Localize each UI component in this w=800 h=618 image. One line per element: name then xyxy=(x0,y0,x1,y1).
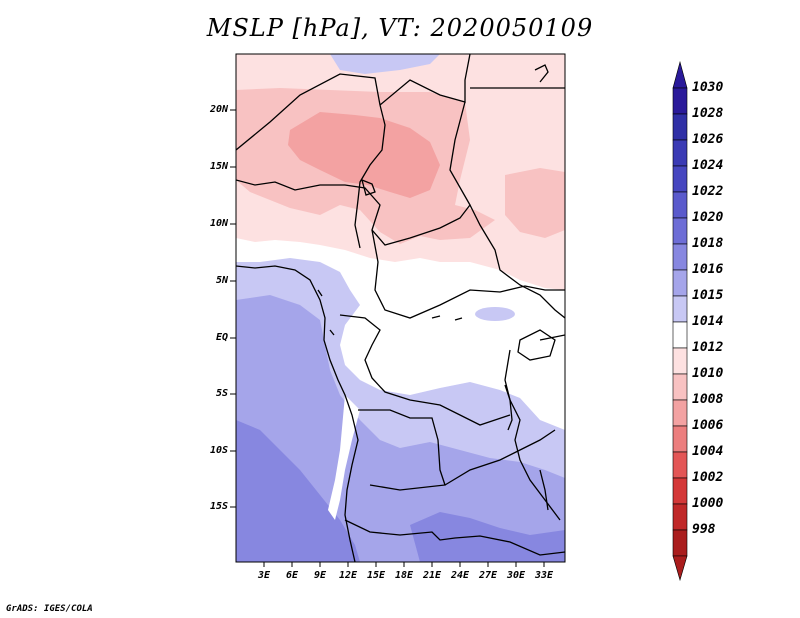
footer-credit: GrADS: IGES/COLA xyxy=(6,604,93,614)
colorbar-label: 1004 xyxy=(692,444,724,459)
field-1008 xyxy=(288,112,440,198)
colorbar-swatch xyxy=(672,399,688,427)
field-1018 xyxy=(236,420,360,562)
lon-label-27e: 27E xyxy=(478,570,498,581)
colorbar-swatch xyxy=(672,269,688,297)
border-central xyxy=(371,229,565,319)
lake-chad xyxy=(361,178,376,196)
colorbar-label: 1028 xyxy=(692,106,724,121)
border-south xyxy=(344,519,565,556)
colorbar-swatch xyxy=(672,87,688,115)
colorbar-label: 1020 xyxy=(692,210,724,225)
colorbar-swatch xyxy=(672,139,688,167)
border-zambia xyxy=(444,429,556,486)
colorbar-label: 1022 xyxy=(692,184,724,199)
coast-islands xyxy=(317,289,463,336)
lon-ticks xyxy=(263,562,545,567)
chart-title: MSLP [hPa], VT: 2020050109 xyxy=(206,14,594,42)
border-angola xyxy=(358,409,446,491)
colorbar-arrow-bottom xyxy=(672,555,688,582)
colorbar-label: 1006 xyxy=(692,418,724,433)
lon-label-12e: 12E xyxy=(338,570,358,581)
colorbar-swatch xyxy=(672,477,688,505)
border-north-1 xyxy=(236,73,386,249)
lake-tanganyika xyxy=(504,384,513,431)
lat-label-15n: 15N xyxy=(209,161,228,172)
colorbar-swatch xyxy=(672,347,688,375)
lon-label-18e: 18E xyxy=(394,570,414,581)
border-east xyxy=(469,204,565,319)
field-1010-east xyxy=(505,168,565,238)
field-1014-coast xyxy=(328,395,360,520)
lat-ticks xyxy=(230,109,236,508)
colorbar-swatch xyxy=(672,529,688,557)
colorbar-label: 1010 xyxy=(692,366,724,381)
lat-label-eq: EQ xyxy=(215,332,228,343)
pressure-field xyxy=(236,54,565,562)
colorbar-label: 1015 xyxy=(692,288,724,303)
field-1015-spot xyxy=(475,307,515,321)
colorbar xyxy=(672,60,688,582)
field-1015-top xyxy=(330,54,440,74)
lon-label-30e: 30E xyxy=(506,570,526,581)
colorbar-swatch xyxy=(672,451,688,479)
colorbar-label: 1018 xyxy=(692,236,724,251)
lon-label-9e: 9E xyxy=(313,570,327,581)
colorbar-label: 1014 xyxy=(692,314,724,329)
lat-label-5s: 5S xyxy=(215,388,228,399)
colorbar-swatch xyxy=(672,321,688,349)
colorbar-swatch xyxy=(672,217,688,245)
colorbar-swatch xyxy=(672,165,688,193)
lon-label-33e: 33E xyxy=(534,570,554,581)
lon-label-21e: 21E xyxy=(422,570,442,581)
colorbar-label: 1026 xyxy=(692,132,724,147)
west-coastline xyxy=(236,265,359,562)
colorbar-label: 1024 xyxy=(692,158,724,173)
colorbar-label: 1030 xyxy=(692,80,724,95)
border-somalia xyxy=(539,334,565,341)
lat-label-5n: 5N xyxy=(215,275,228,286)
lat-label-15s: 15S xyxy=(209,501,228,512)
lat-label-10s: 10S xyxy=(209,445,228,456)
colorbar-swatch xyxy=(672,503,688,531)
lat-label-10n: 10N xyxy=(209,218,228,229)
border-north-2 xyxy=(379,54,471,106)
colorbar-arrow-top xyxy=(672,60,688,89)
colorbar-swatch xyxy=(672,191,688,219)
border-great-lakes xyxy=(504,349,561,521)
lat-label-20n: 20N xyxy=(209,104,228,115)
colorbar-swatch xyxy=(672,113,688,141)
nile-detail xyxy=(534,64,549,83)
colorbar-swatch xyxy=(672,243,688,271)
lon-label-6e: 6E xyxy=(285,570,299,581)
lon-label-24e: 24E xyxy=(450,570,470,581)
boundaries xyxy=(236,54,565,562)
lake-malawi xyxy=(539,469,549,511)
colorbar-swatch xyxy=(672,295,688,323)
colorbar-label: 1008 xyxy=(692,392,724,407)
map-frame xyxy=(235,53,566,563)
lon-label-3e: 3E xyxy=(257,570,271,581)
colorbar-label: 998 xyxy=(692,522,716,537)
colorbar-label: 1002 xyxy=(692,470,724,485)
colorbar-label: 1012 xyxy=(692,340,724,355)
border-congo xyxy=(339,314,511,426)
colorbar-label: 1016 xyxy=(692,262,724,277)
lon-label-15e: 15E xyxy=(366,570,386,581)
colorbar-swatch xyxy=(672,425,688,453)
colorbar-label: 1000 xyxy=(692,496,724,511)
colorbar-swatch xyxy=(672,373,688,401)
lake-victoria xyxy=(517,329,556,361)
